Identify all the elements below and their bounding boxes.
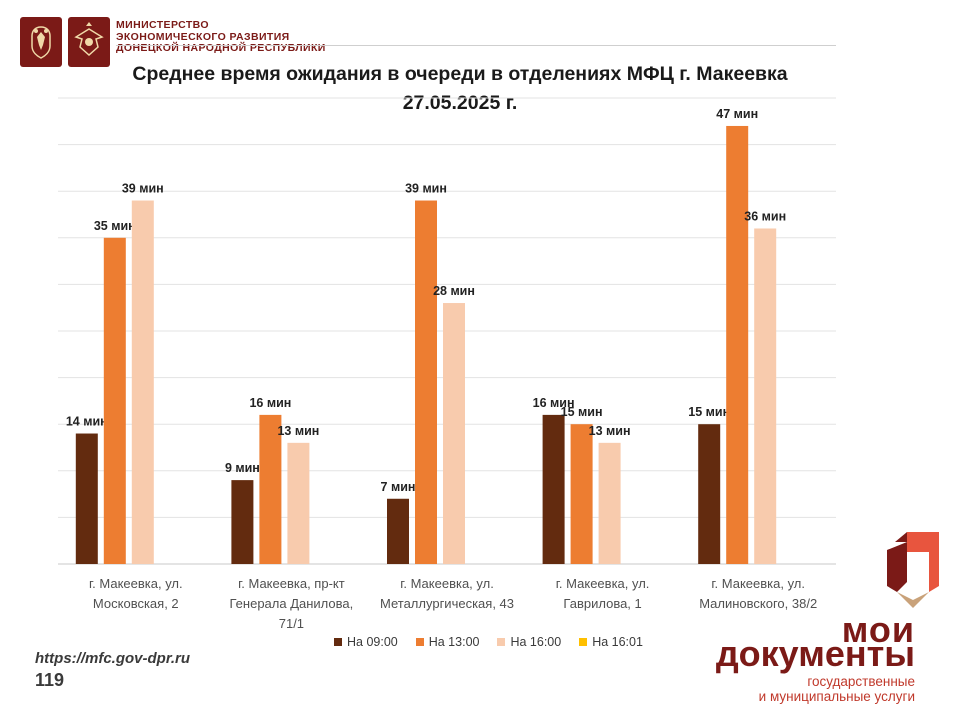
category-label: г. Макеевка, ул. [89, 576, 183, 591]
brand-name-line-1: мои [841, 609, 915, 650]
bar [570, 424, 593, 564]
legend-swatch [579, 638, 588, 646]
legend-item: На 13:00 [415, 635, 480, 649]
bar [259, 414, 282, 564]
data-label: 15 мин [688, 405, 730, 419]
category-label: Московская, 2 [93, 596, 179, 611]
legend-item: На 16:00 [497, 635, 561, 649]
brand-subtitle-line-2: и муниципальные услуги [758, 689, 915, 704]
moi-dokumenty-logo-icon [887, 532, 939, 608]
website-link[interactable]: https://mfc.gov-dpr.ru [35, 650, 190, 667]
legend-swatch [334, 638, 342, 646]
ministry-name: МИНИСТЕРСТВО ЭКОНОМИЧЕСКОГО РАЗВИТИЯ ДОН… [116, 19, 326, 55]
bar [103, 237, 126, 565]
russia-coat-of-arms-icon [20, 17, 62, 67]
legend-label: На 16:00 [510, 635, 562, 649]
bar [726, 125, 749, 565]
data-label: 47 мин [716, 107, 758, 121]
data-label: 13 мин [589, 424, 631, 438]
page-number: 119 [35, 670, 65, 690]
bar [287, 442, 310, 564]
data-label: 36 мин [744, 209, 786, 223]
category-label: Металлургическая, 43 [380, 596, 514, 611]
bar [387, 498, 409, 564]
bar [415, 200, 437, 564]
data-label: 39 мин [405, 182, 447, 196]
bar [542, 414, 565, 564]
data-label: 16 мин [533, 396, 575, 410]
legend-label: На 13:00 [428, 635, 480, 649]
bar [754, 228, 777, 565]
ministry-line-2: ЭКОНОМИЧЕСКОГО РАЗВИТИЯ [116, 30, 290, 43]
data-label: 35 мин [94, 219, 136, 233]
ministry-line-1: МИНИСТЕРСТВО [116, 19, 209, 31]
brand-subtitle-line-1: государственные [807, 674, 915, 689]
legend-item: На 09:00 [334, 635, 398, 649]
data-label: 7 мин [381, 480, 416, 494]
legend-swatch [497, 638, 506, 646]
bar [598, 442, 621, 564]
legend-label: На 09:00 [347, 635, 398, 649]
category-label: г. Макеевка, ул. [400, 576, 494, 591]
bar [75, 433, 98, 564]
bar [231, 480, 254, 564]
chart-legend: На 09:00 На 13:00 На 16:00 На 16:01 [334, 635, 643, 649]
legend-item: На 16:01 [579, 635, 643, 649]
category-label: г. Макеевка, ул. [556, 576, 650, 591]
category-label: Гаврилова, 1 [563, 596, 641, 611]
legend-swatch [415, 638, 424, 646]
category-label: Генерала Данилова, [230, 596, 354, 611]
data-label: 13 мин [277, 424, 319, 438]
bar [131, 200, 154, 564]
category-label: 71/1 [279, 616, 304, 631]
data-label: 28 мин [433, 284, 475, 298]
dpr-coat-of-arms-icon [68, 17, 110, 67]
bar [443, 303, 465, 564]
ministry-line-3: ДОНЕЦКОЙ НАРОДНОЙ РЕСПУБЛИКИ [116, 42, 326, 54]
data-label: 15 мин [561, 405, 603, 419]
data-label: 9 мин [225, 461, 260, 475]
header-divider [116, 45, 836, 46]
category-label: г. Макеевка, ул. [711, 576, 805, 591]
legend-label: На 16:01 [592, 635, 643, 649]
category-label: г. Макеевка, пр-кт [238, 576, 345, 591]
brand-name-line-2: документы [715, 633, 915, 674]
data-label: 14 мин [66, 415, 108, 429]
chart-title-line-1: Среднее время ожидания в очереди в отдел… [132, 63, 788, 85]
data-label: 16 мин [249, 396, 291, 410]
data-label: 39 мин [122, 182, 164, 196]
bar [698, 424, 721, 564]
category-label: Малиновского, 38/2 [699, 596, 817, 611]
